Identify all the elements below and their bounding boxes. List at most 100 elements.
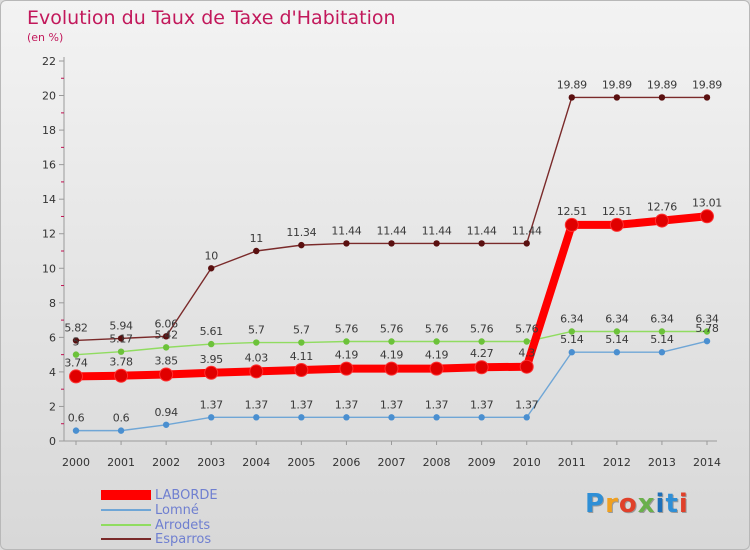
y-tick-label: 4 — [49, 366, 56, 379]
legend-label-esparros: Esparros — [155, 531, 212, 547]
series-line-esparros — [75, 96, 707, 342]
series-laborde — [69, 209, 714, 384]
data-label-lomne: 0.6 — [113, 412, 130, 425]
data-point-laborde — [294, 363, 309, 378]
x-tick-label: 2009 — [468, 456, 496, 469]
axes: 0 2 4 6 8 10 12 14 16 18 20 22 2000 2001 2002 2003 2004 2… — [42, 55, 721, 469]
data-label-laborde: 3.74 — [64, 356, 88, 369]
y-tick-label: 0 — [49, 435, 56, 448]
y-tick-label: 2 — [49, 400, 56, 413]
data-label-arrodets: 6.34 — [560, 312, 584, 325]
data-label-laborde: 3.78 — [109, 356, 133, 369]
data-label-laborde: 12.51 — [602, 205, 632, 218]
data-label-arrodets: 5.76 — [425, 323, 449, 336]
y-tick-label: 22 — [42, 55, 56, 68]
x-tick-label: 2006 — [332, 456, 360, 469]
data-label-lomne: 1.37 — [245, 398, 269, 411]
data-label-esparros: 19.89 — [557, 78, 587, 91]
x-tick-label: 2004 — [242, 456, 270, 469]
data-label-esparros: 10 — [205, 249, 219, 262]
x-tick-label: 2012 — [603, 456, 631, 469]
data-label-laborde: 3.95 — [200, 353, 224, 366]
data-label-esparros: 19.89 — [602, 78, 632, 91]
data-label-laborde: 12.51 — [557, 205, 587, 218]
data-point-laborde — [700, 209, 714, 224]
chart-title: Evolution du Taux de Taxe d'Habitation — [27, 7, 396, 29]
data-label-arrodets: 5.61 — [200, 325, 223, 338]
data-label-lomne: 5.14 — [650, 333, 674, 346]
data-point-arrodets — [253, 339, 260, 346]
data-label-esparros: 5.82 — [64, 321, 87, 334]
data-label-esparros: 11.44 — [422, 224, 452, 237]
data-point-lomne — [568, 349, 575, 356]
data-label-laborde: 13.01 — [692, 196, 722, 209]
data-label-lomne: 5.14 — [560, 333, 584, 346]
data-label-arrodets: 5 — [73, 336, 80, 349]
data-point-arrodets — [208, 340, 215, 348]
x-tick-label: 2013 — [648, 456, 676, 469]
data-point-lomne — [523, 414, 530, 421]
data-label-lomne: 5.14 — [605, 333, 629, 346]
data-point-arrodets — [117, 348, 125, 355]
x-tick-label: 2001 — [107, 456, 135, 469]
y-tick-label: 10 — [42, 262, 56, 275]
data-point-esparros — [613, 94, 621, 101]
data-point-esparros — [433, 240, 440, 247]
data-point-lomne — [433, 414, 440, 421]
x-tick-label: 2005 — [287, 456, 315, 469]
data-label-lomne: 5.78 — [695, 322, 719, 335]
data-point-arrodets — [72, 351, 80, 358]
data-point-laborde — [69, 369, 83, 384]
series-layer — [69, 94, 714, 434]
x-tick-label: 2000 — [62, 456, 90, 469]
legend-item-arrodets: Arrodets — [101, 518, 210, 533]
data-label-arrodets: 5.76 — [335, 323, 359, 336]
data-label-laborde: 3.85 — [154, 355, 178, 368]
data-point-esparros — [658, 94, 666, 101]
data-point-esparros — [253, 247, 260, 255]
data-label-arrodets: 5.42 — [154, 328, 177, 341]
data-point-lomne — [478, 414, 485, 421]
data-point-lomne — [613, 349, 621, 356]
data-label-laborde: 4.19 — [335, 349, 359, 362]
data-point-lomne — [208, 414, 215, 421]
data-label-esparros: 11.44 — [512, 224, 542, 237]
data-point-esparros — [568, 94, 575, 101]
y-tick-label: 8 — [49, 297, 56, 310]
legend-item-lomne: Lomné — [101, 503, 199, 518]
data-label-laborde: 4.19 — [380, 349, 404, 362]
data-point-esparros — [703, 94, 711, 101]
data-label-esparros: 5.94 — [109, 319, 133, 332]
data-label-lomne: 0.94 — [154, 406, 178, 419]
legend-swatch-lomne — [101, 509, 151, 511]
data-label-laborde: 4.3 — [518, 347, 535, 360]
data-point-arrodets — [568, 328, 575, 335]
proxiti-logo: Proxiti — [585, 489, 689, 519]
data-label-lomne: 1.37 — [200, 398, 224, 411]
data-point-laborde — [519, 359, 534, 374]
data-label-laborde: 4.03 — [245, 351, 269, 364]
series-arrodets — [72, 328, 711, 358]
x-tick-label: 2011 — [558, 456, 586, 469]
y-tick-label: 18 — [42, 124, 56, 137]
data-point-lomne — [703, 337, 711, 345]
data-point-lomne — [298, 414, 305, 421]
data-label-lomne: 1.37 — [335, 398, 359, 411]
data-point-arrodets — [298, 339, 305, 346]
data-point-esparros — [523, 240, 530, 247]
data-point-arrodets — [523, 338, 530, 345]
data-label-laborde: 12.76 — [647, 201, 677, 214]
data-point-lomne — [658, 349, 666, 356]
data-point-esparros — [298, 241, 305, 249]
data-point-lomne — [343, 414, 350, 421]
x-tick-label: 2007 — [378, 456, 406, 469]
data-label-lomne: 0.6 — [68, 412, 85, 425]
legend-item-laborde: LABORDE — [101, 488, 218, 503]
legend-item-esparros: Esparros — [101, 531, 212, 547]
x-tick-label: 2002 — [152, 456, 180, 469]
data-point-arrodets — [162, 344, 170, 351]
data-point-arrodets — [658, 328, 666, 335]
data-label-lomne: 1.37 — [425, 398, 449, 411]
